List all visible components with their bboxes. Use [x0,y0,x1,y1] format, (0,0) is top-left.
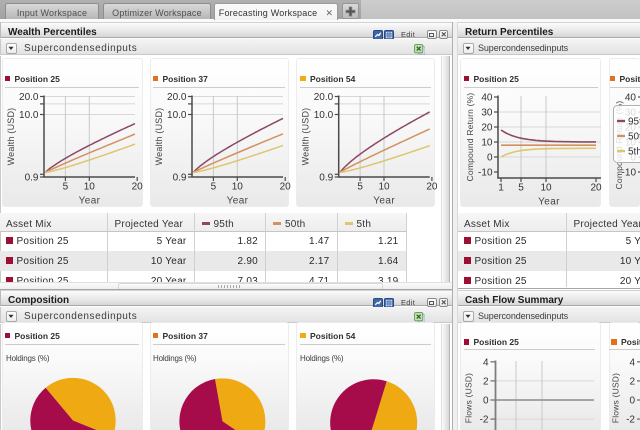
svg-text:Year: Year [227,196,249,207]
svg-text:-10: -10 [622,168,637,179]
svg-text:Wealth (USD): Wealth (USD) [154,108,164,166]
svg-text:50th: 50th [628,132,640,143]
svg-text:20: 20 [590,183,602,194]
svg-text:20: 20 [132,182,144,193]
svg-text:20: 20 [481,123,493,134]
svg-text:10: 10 [481,138,493,149]
svg-text:10: 10 [540,183,552,194]
svg-text:10.0: 10.0 [19,110,39,121]
svg-text:Year: Year [538,197,560,208]
svg-text:20: 20 [426,182,438,193]
svg-text:10: 10 [84,182,96,193]
svg-text:40: 40 [481,93,493,104]
svg-text:Wealth (USD): Wealth (USD) [6,108,16,166]
svg-text:10: 10 [378,182,390,193]
svg-text:Year: Year [79,196,101,207]
svg-text:5: 5 [518,183,524,194]
svg-text:20: 20 [280,182,292,193]
svg-text:Year: Year [373,196,395,207]
svg-text:95th: 95th [628,117,640,128]
svg-text:4: 4 [629,357,635,368]
svg-text:0.9: 0.9 [319,173,333,184]
svg-text:0: 0 [487,153,493,164]
svg-text:0.9: 0.9 [173,173,187,184]
svg-text:1: 1 [498,183,504,194]
svg-text:0: 0 [483,396,489,407]
svg-text:0.9: 0.9 [25,173,39,184]
svg-text:10.0: 10.0 [167,110,187,121]
svg-text:10.0: 10.0 [314,110,334,121]
svg-text:10: 10 [232,182,244,193]
svg-text:Wealth (USD): Wealth (USD) [301,108,311,166]
svg-text:Flows (USD): Flows (USD) [464,373,474,423]
svg-text:-2: -2 [626,415,635,426]
svg-text:2: 2 [629,376,635,387]
svg-text:5: 5 [357,182,363,193]
svg-text:5: 5 [63,182,69,193]
svg-text:Compound Return (%): Compound Return (%) [465,93,475,182]
svg-text:-10: -10 [478,168,493,179]
svg-text:-2: -2 [480,415,489,426]
svg-text:20.0: 20.0 [167,92,187,103]
svg-text:0: 0 [629,396,635,407]
svg-text:30: 30 [481,108,493,119]
svg-text:4: 4 [483,357,489,368]
svg-text:5th: 5th [628,147,640,158]
svg-text:40: 40 [625,93,637,104]
svg-text:2: 2 [483,376,489,387]
svg-text:Flows (USD): Flows (USD) [611,373,621,423]
svg-text:5: 5 [211,182,217,193]
svg-text:20.0: 20.0 [314,92,334,103]
svg-text:20.0: 20.0 [19,92,39,103]
